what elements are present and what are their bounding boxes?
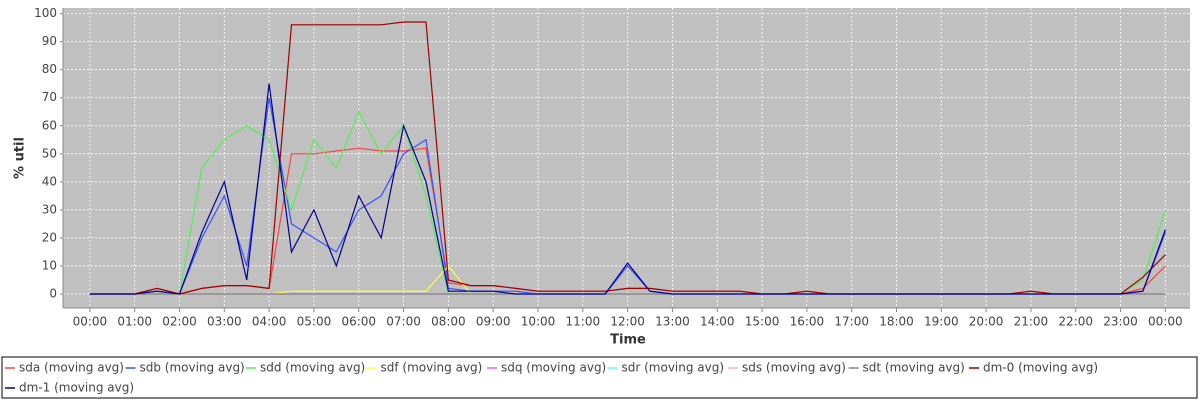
legend-label: sdt (moving avg) — [863, 361, 965, 375]
x-tick-label: 09:00 — [476, 315, 511, 329]
y-tick-label: 100 — [34, 6, 57, 20]
y-tick-label: 90 — [42, 34, 57, 48]
y-tick-label: 50 — [42, 146, 57, 160]
legend-label: sdq (moving avg) — [501, 361, 606, 375]
legend-label: dm-0 (moving avg) — [983, 361, 1098, 375]
x-tick-label: 22:00 — [1058, 315, 1093, 329]
legend-label: dm-1 (moving avg) — [19, 381, 134, 395]
x-axis-title: Time — [610, 333, 646, 348]
x-tick-label: 16:00 — [790, 315, 825, 329]
x-tick-label: 08:00 — [431, 315, 466, 329]
x-tick-label: 14:00 — [700, 315, 735, 329]
x-tick-label: 18:00 — [879, 315, 914, 329]
x-tick-label: 23:00 — [1103, 315, 1138, 329]
x-tick-label: 05:00 — [297, 315, 332, 329]
y-tick-label: 10 — [42, 258, 57, 272]
x-tick-label: 11:00 — [566, 315, 601, 329]
y-tick-label: 0 — [49, 286, 57, 300]
legend-label: sda (moving avg) — [19, 361, 124, 375]
x-tick-label: 00:00 — [1148, 315, 1183, 329]
x-tick-label: 12:00 — [610, 315, 645, 329]
y-tick-label: 70 — [42, 90, 57, 104]
y-axis-title: % util — [13, 137, 28, 179]
x-tick-label: 01:00 — [117, 315, 152, 329]
y-tick-label: 40 — [42, 174, 57, 188]
x-tick-label: 19:00 — [924, 315, 959, 329]
x-tick-label: 00:00 — [73, 315, 108, 329]
x-tick-label: 13:00 — [655, 315, 690, 329]
x-tick-label: 17:00 — [834, 315, 869, 329]
x-tick-label: 03:00 — [207, 315, 242, 329]
y-tick-label: 80 — [42, 62, 57, 76]
x-tick-label: 02:00 — [162, 315, 197, 329]
y-tick-label: 20 — [42, 230, 57, 244]
x-tick-label: 07:00 — [386, 315, 421, 329]
x-tick-label: 21:00 — [1014, 315, 1049, 329]
x-tick-label: 20:00 — [969, 315, 1004, 329]
legend-label: sdb (moving avg) — [140, 361, 245, 375]
x-tick-label: 04:00 — [252, 315, 287, 329]
x-tick-label: 06:00 — [341, 315, 376, 329]
legend-label: sdd (moving avg) — [260, 361, 365, 375]
legend-label: sdr (moving avg) — [622, 361, 725, 375]
plot-area — [63, 8, 1190, 308]
legend — [1, 356, 1198, 399]
y-tick-label: 60 — [42, 118, 57, 132]
x-tick-label: 10:00 — [521, 315, 556, 329]
legend-label: sds (moving avg) — [742, 361, 846, 375]
series-line — [89, 83, 1166, 295]
legend-label: sdf (moving avg) — [381, 361, 483, 375]
y-tick-label: 30 — [42, 202, 57, 216]
x-tick-label: 15:00 — [745, 315, 780, 329]
